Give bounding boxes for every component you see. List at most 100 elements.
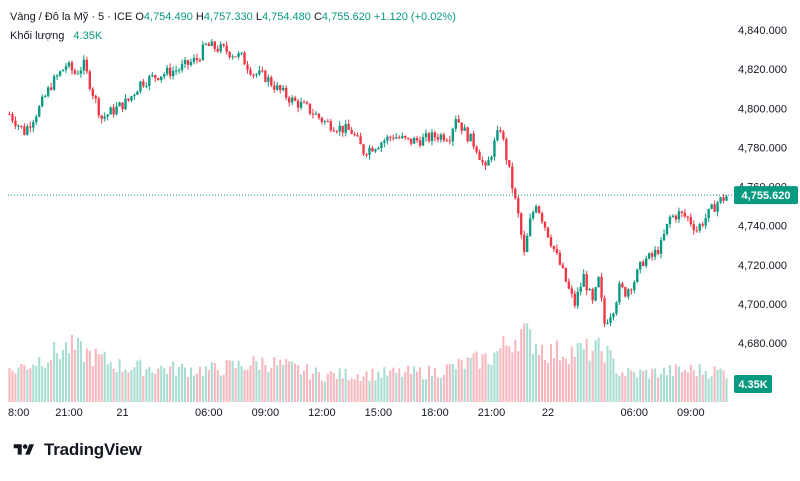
open-value: 4,754.490 (143, 11, 193, 23)
candle (543, 221, 547, 231)
candle (94, 94, 97, 103)
candle (279, 84, 282, 94)
y-axis[interactable]: 4,680.0004,700.0004,720.0004,740.0004,76… (738, 25, 787, 350)
volume-bar (639, 369, 642, 402)
candle (118, 101, 121, 107)
candle (97, 96, 100, 119)
candle (23, 123, 26, 136)
candle (534, 204, 538, 214)
candle (647, 252, 651, 260)
candle-body (109, 107, 112, 115)
volume-bar (17, 367, 20, 402)
candle (356, 132, 359, 137)
volume-bar (329, 371, 332, 402)
candle-body (463, 127, 466, 131)
candle (689, 213, 692, 227)
candle-body (55, 75, 59, 77)
volume-bar (576, 343, 579, 402)
volume-bar (579, 342, 582, 402)
candle (222, 43, 225, 48)
candle-body (46, 87, 50, 96)
volume-bar (288, 361, 291, 402)
volume-bar (100, 354, 103, 402)
axis-badges: 4,755.620 4.35K (734, 186, 798, 393)
volume-bar (523, 323, 526, 402)
volume-bar (109, 362, 112, 402)
candle (308, 103, 312, 116)
volume-bar (35, 365, 38, 402)
volume-bar (154, 374, 157, 402)
volume-bar (514, 339, 517, 402)
volume-bar (23, 364, 26, 402)
volume-bar (14, 373, 17, 402)
symbol-title[interactable]: Vàng / Đô la Mỹ · 5 · ICE (10, 11, 133, 23)
candle-body (502, 131, 505, 139)
volume-bar (648, 378, 651, 402)
volume-bar (121, 371, 124, 402)
candle (79, 66, 83, 78)
candle-body (591, 289, 594, 301)
candle-body (528, 218, 532, 237)
candle (427, 131, 431, 144)
volume-bar (240, 366, 243, 402)
volume-bar (139, 359, 142, 402)
candle (192, 54, 196, 65)
candle-body (282, 87, 285, 91)
volume-bar (258, 369, 261, 402)
candle (454, 115, 457, 132)
candle (493, 137, 496, 161)
candle (198, 58, 202, 63)
candle (207, 42, 211, 47)
candle-body (296, 100, 300, 108)
volume-bar (722, 370, 725, 402)
candle (573, 290, 576, 309)
candle-body (222, 44, 225, 46)
candle (168, 63, 172, 80)
volume-bar (204, 366, 207, 402)
candle (157, 77, 160, 81)
y-tick-label: 4,820.000 (738, 64, 787, 76)
candle-body (481, 159, 484, 163)
volume-bar (573, 356, 576, 402)
candle (225, 41, 228, 55)
candle-body (35, 116, 38, 123)
candle-body (246, 64, 249, 70)
volume-bar (47, 362, 50, 402)
volume-bar (430, 375, 434, 402)
candle-body (659, 240, 663, 254)
tradingview-logo[interactable]: TradingView (10, 440, 142, 460)
last-price-badge-bg (734, 186, 798, 205)
candle (335, 129, 338, 134)
x-tick-label: 8:00 (8, 407, 29, 419)
candle-body (240, 52, 243, 54)
candle (329, 118, 332, 133)
candle (305, 100, 309, 105)
candle-body (573, 293, 576, 306)
volume-bar (725, 378, 728, 402)
x-axis[interactable]: 8:00 21:00 21 06:00 09:00 12:00 15:00 18:00 21:0… (8, 407, 705, 419)
candle-body (639, 261, 642, 270)
candle (704, 213, 707, 230)
candle (299, 97, 303, 110)
candle (64, 62, 68, 73)
candle-body (94, 95, 97, 99)
candle-body (133, 94, 136, 97)
candle-body (216, 48, 219, 52)
volume-bar (297, 365, 300, 402)
volume-bar (305, 364, 309, 402)
candle-body (401, 135, 404, 139)
candle-body (633, 282, 636, 291)
candle (442, 132, 446, 143)
volume-bar (127, 372, 130, 402)
volume-bar (582, 349, 585, 402)
volume-bar (261, 357, 264, 402)
candle-body (707, 208, 710, 219)
volume-bar (115, 372, 118, 402)
candle (656, 246, 660, 256)
volume-label: Khối lượng (10, 30, 65, 42)
candle-body (380, 142, 383, 149)
candle-body (219, 44, 222, 52)
candle-body (124, 98, 127, 110)
